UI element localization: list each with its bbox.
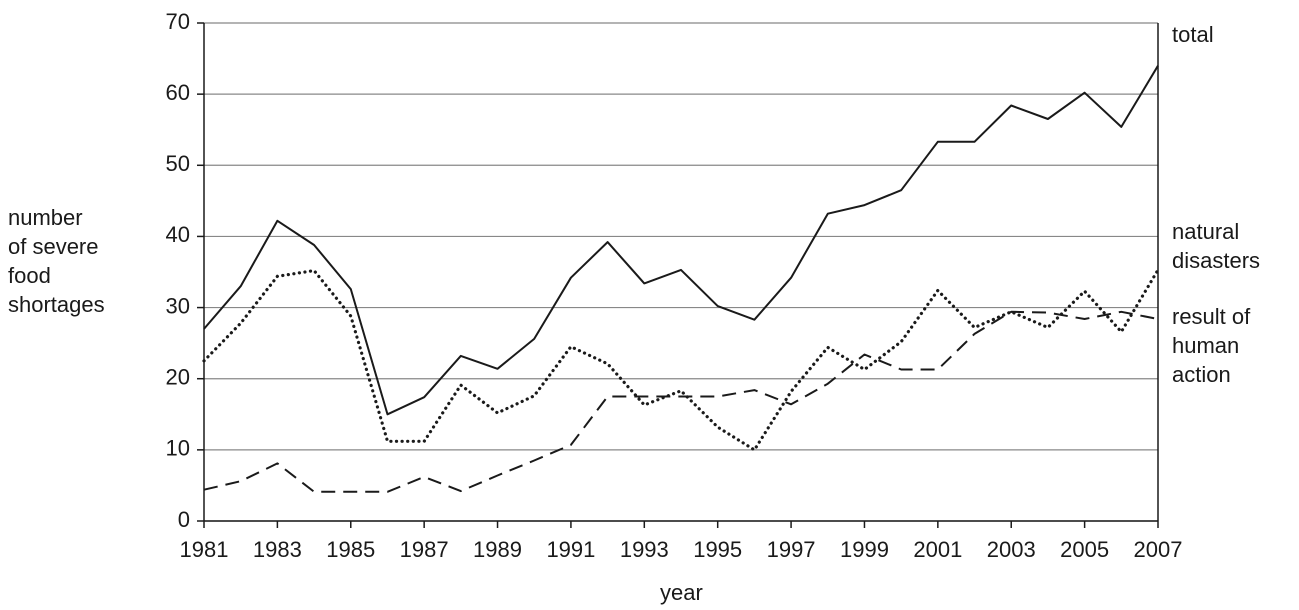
x-axis-label: year (660, 580, 703, 605)
series-label: result of human action (1172, 304, 1251, 387)
x-tick-label: 1991 (546, 537, 595, 562)
y-tick-label: 40 (166, 222, 190, 247)
y-tick-label: 0 (178, 507, 190, 532)
series-line (203, 310, 1159, 493)
y-tick-label: 20 (166, 365, 190, 390)
x-tick-label: 2003 (987, 537, 1036, 562)
x-tick-label: 1999 (840, 537, 889, 562)
series-label: natural disasters (1172, 219, 1261, 273)
series-line (203, 65, 1159, 416)
x-tick-label: 1993 (620, 537, 669, 562)
x-tick-label: 2007 (1134, 537, 1183, 562)
series-line (202, 268, 1160, 452)
x-tick-label: 1989 (473, 537, 522, 562)
series-label: total (1172, 22, 1214, 47)
x-tick-label: 2005 (1060, 537, 1109, 562)
y-tick-label: 30 (166, 293, 190, 318)
x-tick-label: 1985 (326, 537, 375, 562)
x-tick-label: 1995 (693, 537, 742, 562)
x-tick-label: 2001 (913, 537, 962, 562)
x-tick-label: 1983 (253, 537, 302, 562)
y-tick-label: 10 (166, 436, 190, 461)
y-axis-label: number of severe food shortages (8, 205, 105, 317)
x-tick-label: 1997 (767, 537, 816, 562)
x-tick-label: 1981 (180, 537, 229, 562)
y-tick-label: 50 (166, 151, 190, 176)
y-tick-label: 70 (166, 9, 190, 34)
x-tick-label: 1987 (400, 537, 449, 562)
y-tick-label: 60 (166, 80, 190, 105)
